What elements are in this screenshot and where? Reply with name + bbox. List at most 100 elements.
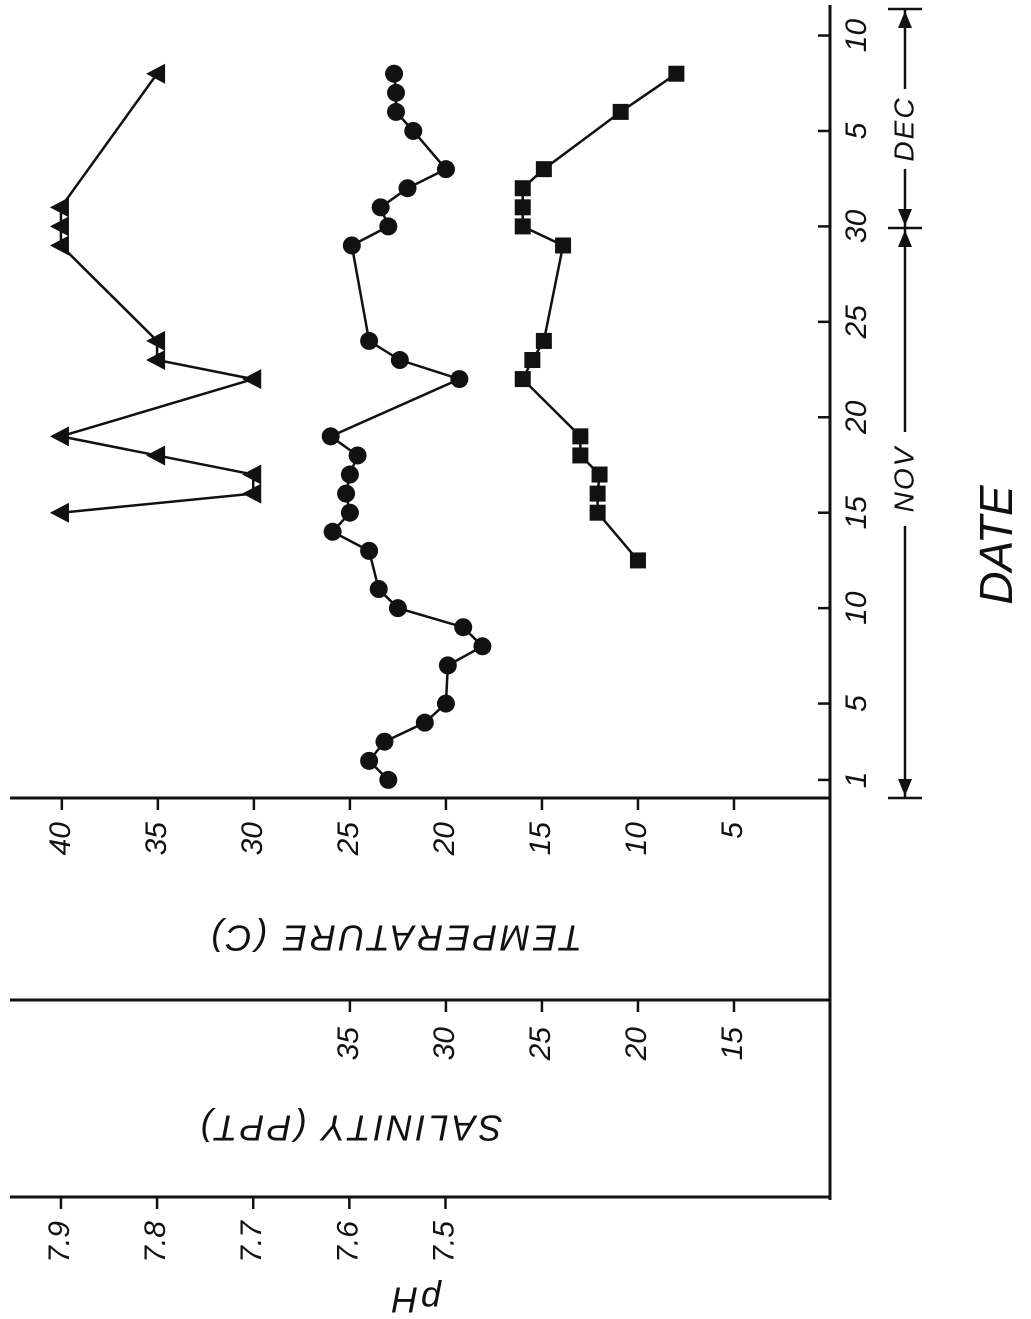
y2-tick-label: 35 (332, 1027, 365, 1061)
x-tick-label: 15 (840, 496, 873, 530)
y3-axis-title: pH (389, 1279, 442, 1319)
y3-tick-label: 7.5 (427, 1221, 460, 1263)
data-point (242, 369, 262, 390)
y-axis-title: TEMPERATURE (C) (208, 917, 582, 958)
data-point (340, 503, 359, 522)
month-label: NOV (888, 445, 919, 512)
data-point (348, 446, 367, 465)
y2-tick-label: 20 (620, 1027, 653, 1062)
data-point (146, 350, 166, 371)
y2-tick-label: 25 (524, 1027, 557, 1062)
data-point (668, 65, 685, 82)
data-point (242, 464, 262, 485)
data-point (514, 218, 531, 235)
data-point (589, 485, 606, 502)
x-tick-label: 20 (840, 400, 873, 435)
x-tick-label: 10 (840, 19, 873, 53)
data-point (572, 447, 589, 464)
data-point (146, 445, 166, 466)
data-point (242, 483, 262, 504)
data-point (591, 466, 608, 483)
data-point (49, 197, 69, 218)
data-point (450, 370, 469, 389)
data-point (535, 332, 552, 349)
data-point (589, 504, 606, 521)
data-point (454, 618, 473, 637)
y-tick-label: 15 (524, 822, 557, 856)
data-point (337, 484, 356, 503)
data-point (360, 331, 379, 350)
series-line (521, 72, 678, 562)
data-point (321, 427, 340, 446)
data-point (360, 541, 379, 560)
data-point (146, 63, 166, 84)
data-point (572, 428, 589, 445)
data-point (371, 198, 390, 217)
data-point (323, 522, 342, 541)
data-point (398, 179, 417, 198)
arrowhead (898, 779, 912, 796)
series-line (59, 72, 255, 514)
x-tick-label: 5 (840, 122, 873, 139)
arrowhead (898, 11, 912, 28)
x-axis-title: DATE (970, 484, 1022, 605)
data-point (535, 161, 552, 178)
data-point (379, 217, 398, 236)
data-point (342, 236, 361, 255)
data-point (49, 502, 69, 523)
data-point (375, 732, 394, 751)
data-point (49, 216, 69, 237)
x-tick-label: 30 (840, 209, 873, 243)
data-point (390, 351, 409, 370)
x-tick-label: 10 (840, 591, 873, 625)
label-gap (885, 89, 925, 169)
arrowhead (898, 230, 912, 247)
data-point (379, 770, 398, 789)
data-point (514, 180, 531, 197)
y3-tick-label: 7.7 (235, 1220, 268, 1263)
data-point (146, 330, 166, 351)
rotated-chart: NOV DEC DATE TEMPERATURE (C) SALINITY (P… (10, 5, 1022, 1319)
data-point (385, 64, 404, 83)
data-point (555, 237, 572, 254)
data-point (473, 637, 492, 656)
data-point (612, 103, 629, 120)
y-tick-label: 20 (428, 822, 461, 857)
y-tick-label: 40 (44, 822, 77, 856)
data-point (524, 352, 541, 369)
y-tick-label: 35 (140, 822, 173, 856)
data-point (369, 580, 388, 599)
data-point (514, 199, 531, 216)
y3-tick-label: 7.9 (43, 1221, 76, 1263)
data-point (436, 160, 455, 179)
y-tick-label: 10 (620, 822, 653, 856)
y-tick-label: 25 (332, 822, 365, 857)
data-point (404, 121, 423, 140)
data-point (415, 713, 434, 732)
data-point (438, 656, 457, 675)
x-tick-label: 25 (840, 305, 873, 340)
y-tick-label: 30 (236, 822, 269, 856)
data-point (629, 552, 646, 569)
y-tick-label: 5 (716, 822, 749, 839)
y3-tick-label: 7.8 (139, 1221, 172, 1263)
x-tick-label: 1 (840, 772, 873, 789)
label-gap (885, 432, 925, 526)
data-point (436, 694, 455, 713)
data-point (388, 599, 407, 618)
y2-tick-label: 15 (716, 1027, 749, 1061)
data-point (514, 371, 531, 388)
y3-tick-label: 7.6 (331, 1221, 364, 1263)
data-point (360, 751, 379, 770)
y2-tick-label: 30 (428, 1027, 461, 1061)
data-point (49, 235, 69, 256)
data-point (340, 465, 359, 484)
month-label: DEC (888, 96, 919, 161)
data-point (386, 83, 405, 102)
data-point (386, 102, 405, 121)
y2-axis-title: SALINITY (PPT) (197, 1107, 502, 1148)
data-point (49, 426, 69, 447)
arrowhead (898, 209, 912, 226)
